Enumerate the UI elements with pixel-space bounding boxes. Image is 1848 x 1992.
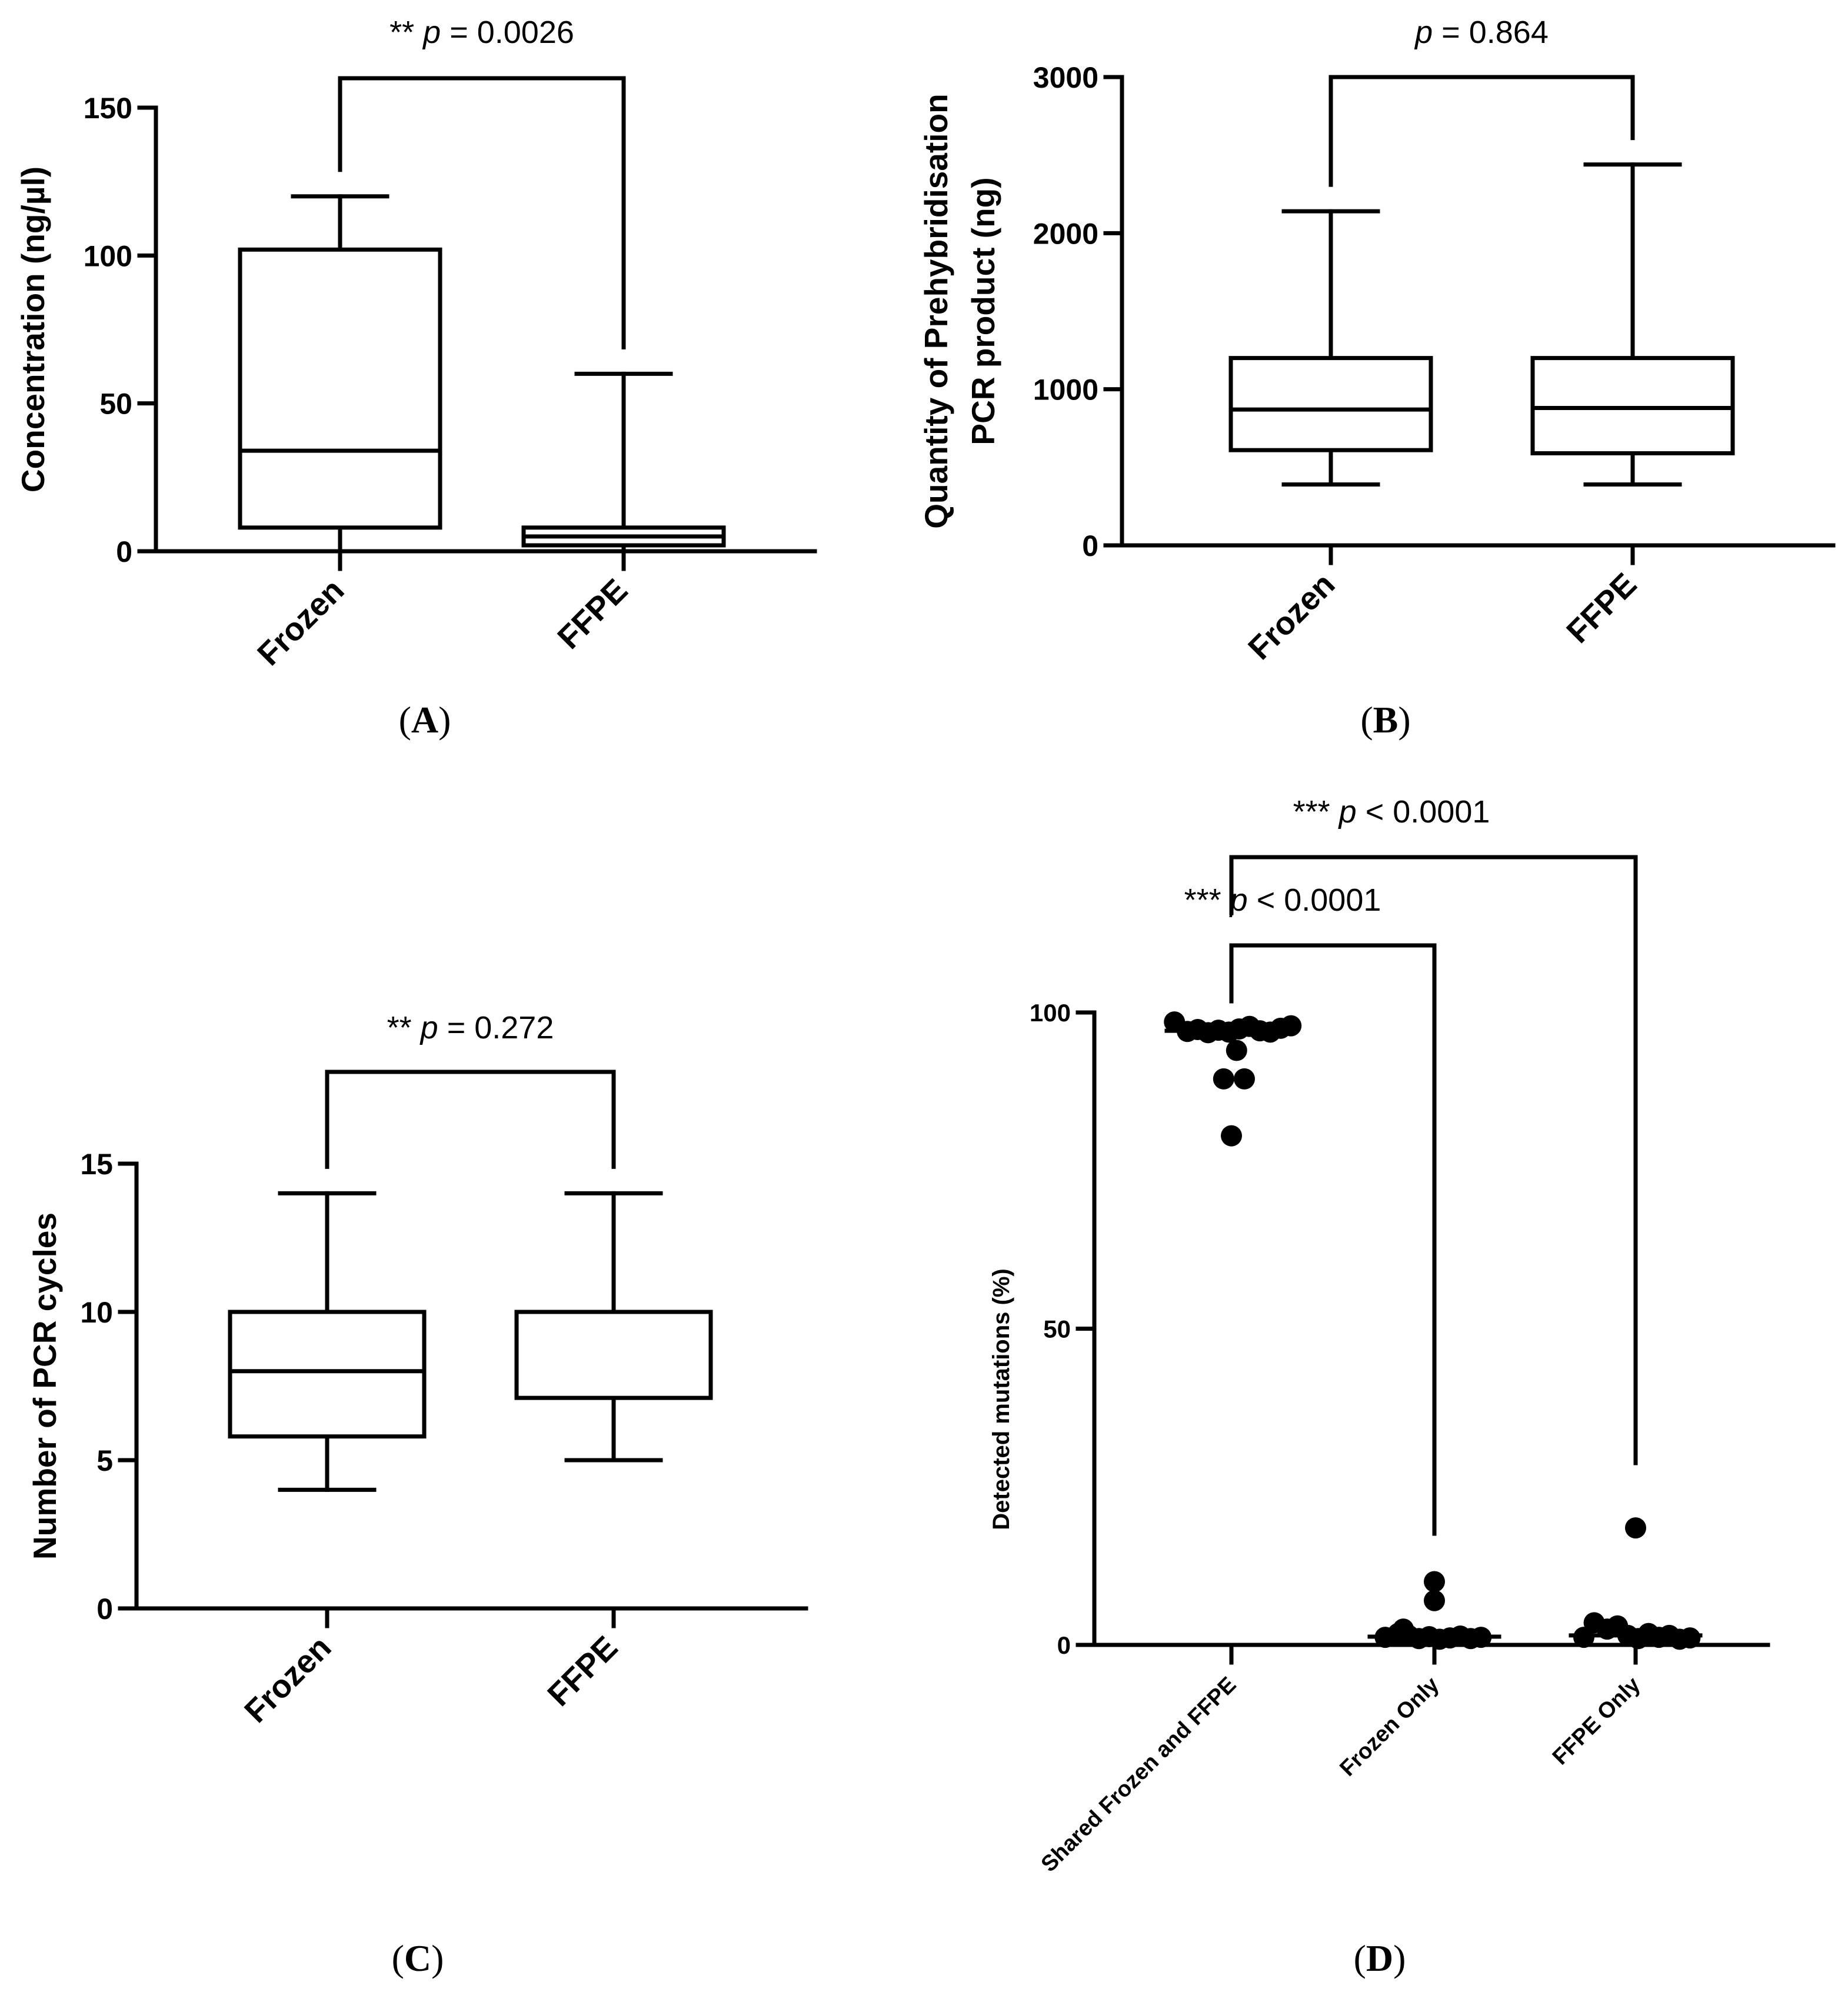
series-3 xyxy=(1573,1517,1701,1650)
panel-d: 0 50 100 Shared Frozen and FFPE Frozen Only F… xyxy=(988,794,1770,1877)
y-tick-label: 100 xyxy=(84,239,132,272)
p-value-label: ** p = 0.0026 xyxy=(389,15,574,50)
y-axis-label: Number of PCR cycles xyxy=(26,1212,63,1560)
box-iqr xyxy=(514,1310,713,1400)
significance-bracket: ** p = 0.272 xyxy=(325,1010,616,1169)
y-tick-label: 5 xyxy=(96,1444,113,1477)
y-tick-label: 1000 xyxy=(1033,374,1098,407)
p-value-label: *** p < 0.0001 xyxy=(1293,794,1490,830)
significance-bracket: *** p < 0.0001 xyxy=(1184,882,1437,1536)
y-tick-label: 2000 xyxy=(1033,217,1098,250)
y-tick-label: 50 xyxy=(1043,1315,1071,1343)
box-ffpe xyxy=(521,371,726,554)
box-iqr xyxy=(228,1310,427,1439)
data-point xyxy=(1280,1015,1302,1037)
p-value-label: p = 0.864 xyxy=(1414,15,1549,50)
y-tick-label: 0 xyxy=(1057,1631,1071,1659)
panel-c: 0 5 10 15 Frozen FFPE ** p = 0.272 Number of PC… xyxy=(26,1010,808,1730)
box-iqr xyxy=(1228,356,1433,452)
y-tick-label: 10 xyxy=(80,1296,113,1329)
x-tick-label: Frozen xyxy=(1241,566,1341,667)
data-point xyxy=(1424,1590,1445,1611)
data-point xyxy=(1213,1068,1234,1090)
x-tick-label: Frozen Only xyxy=(1335,1673,1444,1781)
x-tick-label: Shared Frozen and FFPE xyxy=(1037,1673,1241,1877)
y-axis-label-line2: PCR product (ng) xyxy=(965,177,1001,445)
panel-caption-a: (A) xyxy=(399,699,451,741)
data-point xyxy=(1470,1627,1492,1648)
data-point xyxy=(1679,1627,1701,1649)
p-value-label: ** p = 0.272 xyxy=(387,1010,554,1045)
p-value-label: *** p < 0.0001 xyxy=(1184,882,1381,918)
x-tick-label: FFPE xyxy=(1559,566,1643,650)
y-axis-label: Concentration (ng/µl) xyxy=(15,166,51,492)
series-1 xyxy=(1164,1011,1302,1147)
y-tick-label: 50 xyxy=(99,388,132,421)
panel-a: 0 50 100 150 Frozen FFPE ** p = 0.0026 Concentr… xyxy=(15,15,817,672)
y-axis-label-line1: Quantity of Prehybridisation xyxy=(918,94,954,529)
box-iqr xyxy=(1530,356,1735,455)
box-ffpe xyxy=(1530,162,1735,487)
y-tick-label: 100 xyxy=(1030,999,1071,1027)
data-point xyxy=(1424,1571,1445,1593)
x-tick-label: FFPE xyxy=(550,572,634,656)
significance-bracket: ** p = 0.0026 xyxy=(338,15,626,349)
data-point xyxy=(1625,1517,1646,1539)
data-point xyxy=(1221,1125,1242,1147)
box-iqr xyxy=(238,247,442,530)
box-frozen xyxy=(238,194,442,554)
x-tick-label: FFPE Only xyxy=(1548,1673,1646,1770)
x-tick-label: FFPE xyxy=(540,1629,624,1713)
y-tick-label: 15 xyxy=(80,1148,113,1181)
series-2 xyxy=(1374,1571,1492,1650)
panel-caption-d: (D) xyxy=(1354,1937,1406,1979)
y-tick-label: 150 xyxy=(84,92,132,125)
y-tick-label: 0 xyxy=(116,535,132,568)
data-point xyxy=(1234,1068,1255,1090)
box-frozen xyxy=(228,1191,427,1492)
significance-bracket: p = 0.864 xyxy=(1328,15,1635,187)
box-frozen xyxy=(1228,209,1433,487)
data-point xyxy=(1393,1618,1414,1640)
panel-caption-b: (B) xyxy=(1360,699,1410,741)
x-tick-label: Frozen xyxy=(237,1629,338,1730)
panel-b: 0 1000 2000 3000 Frozen FFPE p = 0.864 Quantity… xyxy=(918,15,1836,667)
y-tick-label: 3000 xyxy=(1033,61,1098,94)
y-tick-label: 0 xyxy=(1082,529,1098,562)
x-tick-label: Frozen xyxy=(250,572,351,672)
significance-bracket: *** p < 0.0001 xyxy=(1229,794,1638,1465)
y-tick-label: 0 xyxy=(96,1593,113,1625)
box-ffpe xyxy=(514,1191,713,1463)
y-axis-label: Detected mutations (%) xyxy=(988,1268,1014,1530)
data-point xyxy=(1226,1040,1247,1061)
panel-caption-c: (C) xyxy=(392,1937,444,1979)
